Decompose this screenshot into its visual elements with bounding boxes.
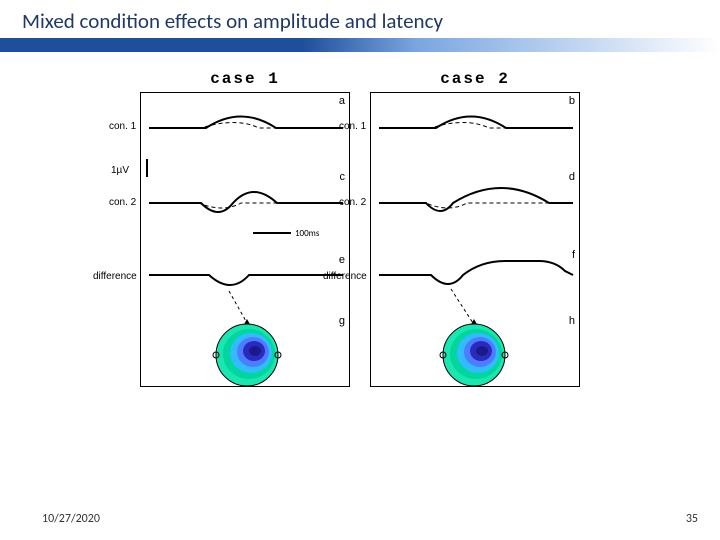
row-label-difference: difference bbox=[323, 271, 367, 282]
row-label-con1: con. 1 bbox=[339, 121, 366, 132]
footer-page-number: 35 bbox=[686, 512, 698, 526]
title-underline-bar bbox=[0, 38, 720, 52]
scale-voltage-label: 1µV bbox=[111, 165, 129, 176]
topography-head-icon bbox=[213, 319, 281, 386]
footer-date: 10/27/2020 bbox=[42, 512, 100, 526]
case2-title: case 2 bbox=[370, 70, 580, 88]
case2-plots-svg bbox=[371, 93, 581, 388]
row-label-con2: con. 2 bbox=[339, 197, 366, 208]
row-label-difference: difference bbox=[93, 271, 137, 282]
case1-column: case 1 a c e g con. 1 con. 2 1µV differe… bbox=[140, 70, 350, 387]
case1-plots-svg: 100ms bbox=[141, 93, 351, 388]
row-label-con1: con. 1 bbox=[109, 121, 136, 132]
figure-container: case 1 a c e g con. 1 con. 2 1µV differe… bbox=[0, 70, 720, 387]
case2-column: case 2 b d f h con. 1 con. 2 difference bbox=[370, 70, 580, 387]
case1-title: case 1 bbox=[140, 70, 350, 88]
case2-panel: b d f h con. 1 con. 2 difference bbox=[370, 92, 580, 387]
case1-panel: a c e g con. 1 con. 2 1µV difference 100… bbox=[140, 92, 350, 387]
scale-time-label: 100ms bbox=[295, 228, 320, 239]
slide-title: Mixed condition effects on amplitude and… bbox=[0, 0, 720, 38]
row-label-con2: con. 2 bbox=[109, 197, 136, 208]
topography-head-icon bbox=[440, 319, 508, 386]
